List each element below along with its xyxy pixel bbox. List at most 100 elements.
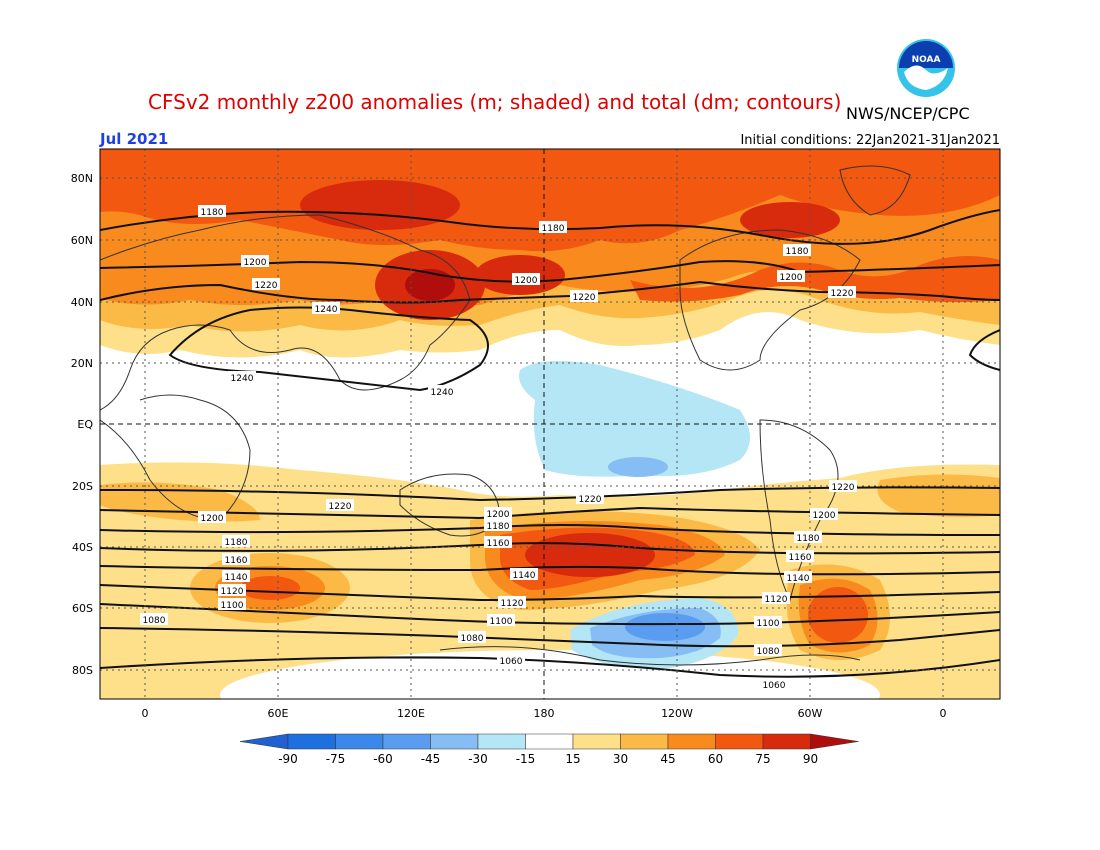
svg-text:1140: 1140 [513, 571, 536, 581]
noaa-logo-sky [899, 41, 953, 68]
lat-label: 40N [71, 296, 93, 309]
contour-label: 1200 [198, 511, 226, 524]
contour-label: 1200 [484, 507, 512, 520]
svg-text:1160: 1160 [789, 553, 812, 563]
contour-label: 1200 [512, 273, 540, 286]
lon-label: 120W [661, 707, 693, 720]
coast-greenland [839, 165, 911, 216]
lat-label: 60N [71, 234, 93, 247]
lat-label: 60S [72, 602, 93, 615]
contour-label: 1220 [828, 286, 856, 299]
svg-text:1080: 1080 [757, 647, 780, 657]
anom-sh-60-e [808, 587, 868, 643]
svg-text:1180: 1180 [201, 208, 224, 218]
anom-trop-neg-30 [608, 457, 668, 477]
contour-label: 1140 [784, 571, 812, 584]
colorbar-label: 90 [803, 752, 818, 766]
colorbar-swatch [667, 733, 716, 750]
colorbar-label: 75 [755, 752, 770, 766]
svg-text:1200: 1200 [780, 273, 803, 283]
coast-antarctica [439, 646, 861, 666]
anom-sh-antarctic-white [220, 650, 880, 699]
colorbar-label: 15 [565, 752, 580, 766]
contour-label: 1180 [198, 205, 226, 218]
svg-text:1160: 1160 [225, 556, 248, 566]
svg-text:1200: 1200 [813, 511, 836, 521]
colorbar-swatch [477, 733, 526, 750]
contour-label: 1220 [570, 290, 598, 303]
height-contours [100, 209, 1000, 678]
initial-conditions: Initial conditions: 22Jan2021-31Jan2021 [740, 133, 1000, 148]
contour-label: 1100 [218, 598, 246, 611]
anom-nh-60 [100, 149, 1000, 252]
noaa-logo-bird [904, 65, 948, 90]
colorbar-swatch [287, 733, 336, 750]
contour-label: 1140 [510, 568, 538, 581]
colorbar-label: 60 [708, 752, 723, 766]
svg-text:1220: 1220 [579, 495, 602, 505]
contour-label: 1180 [783, 244, 811, 257]
lon-label: 60E [268, 707, 289, 720]
anom-nh-75-d [740, 202, 840, 238]
lon-label: 60W [798, 707, 823, 720]
colorbar: -90 -75 -60 -45 -30 -15 15 30 45 60 75 90 [239, 733, 859, 766]
contour-label: 1060 [760, 678, 788, 691]
svg-text:1080: 1080 [461, 634, 484, 644]
colorbar-swatch [525, 733, 574, 750]
colorbar-swatch [430, 733, 479, 750]
lat-label: 80N [71, 172, 93, 185]
colorbar-label: 45 [660, 752, 675, 766]
contour-label: 1080 [458, 631, 486, 644]
svg-text:1160: 1160 [487, 539, 510, 549]
colorbar-label: 30 [613, 752, 628, 766]
colorbar-label: -45 [421, 752, 441, 766]
contour-label: 1240 [228, 371, 256, 384]
lat-label: 20N [71, 357, 93, 370]
contour-label: 1160 [484, 536, 512, 549]
svg-text:1200: 1200 [487, 510, 510, 520]
lon-label: 180 [534, 707, 555, 720]
contour-sh-1120 [100, 584, 1000, 602]
contour-label: 1100 [487, 614, 515, 627]
lon-label: 0 [142, 707, 149, 720]
lat-label: 40S [72, 541, 93, 554]
svg-text:1220: 1220 [329, 502, 352, 512]
contour-sh-1100 [100, 603, 1000, 626]
contour-label: 1120 [762, 592, 790, 605]
anom-nh-75-a [300, 180, 460, 230]
contour-label: 1120 [498, 596, 526, 609]
noaa-logo: NOAA [897, 39, 955, 97]
colorbar-label: -30 [468, 752, 488, 766]
svg-text:1060: 1060 [500, 657, 523, 667]
anom-nh-60-b [630, 256, 1000, 303]
contour-label: 1180 [794, 531, 822, 544]
svg-text:1180: 1180 [542, 224, 565, 234]
contour-label: 1100 [754, 616, 782, 629]
colorbar-label: -15 [516, 752, 536, 766]
contour-label: 1180 [539, 221, 567, 234]
contour-sh-1060 [100, 656, 1000, 678]
lat-label: 20S [72, 480, 93, 493]
forecast-month: Jul 2021 [100, 130, 169, 148]
svg-text:1180: 1180 [225, 538, 248, 548]
contour-label: 1200 [241, 255, 269, 268]
svg-text:1220: 1220 [831, 289, 854, 299]
contour-label: 1220 [576, 492, 604, 505]
contour-nh-1240-b [968, 329, 1000, 371]
colorbar-label: -60 [373, 752, 393, 766]
contour-label: 1080 [754, 644, 782, 657]
anom-sh-30-b [877, 474, 1000, 517]
contour-label: 1160 [222, 553, 250, 566]
colorbar-swatch [715, 733, 764, 750]
svg-text:1180: 1180 [786, 247, 809, 257]
svg-text:1240: 1240 [315, 305, 338, 315]
svg-text:1080: 1080 [143, 616, 166, 626]
colorbar-swatch [762, 733, 811, 750]
longitude-labels: 0 60E 120E 180 120W 60W 0 [142, 707, 947, 720]
map-frame [99, 148, 1001, 700]
svg-text:1200: 1200 [515, 276, 538, 286]
colorbar-swatch [572, 733, 621, 750]
svg-text:1220: 1220 [573, 293, 596, 303]
contour-sh-1200 [100, 506, 1000, 520]
